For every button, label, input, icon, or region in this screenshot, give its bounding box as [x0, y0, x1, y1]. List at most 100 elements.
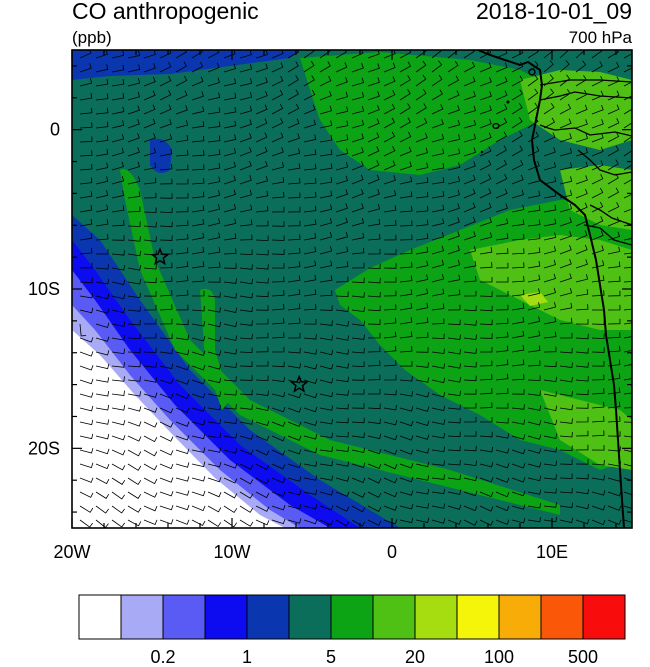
wind-barb [463, 188, 476, 199]
wind-barb [447, 259, 461, 269]
wind-barb [319, 204, 333, 213]
wind-barb [591, 245, 604, 255]
wind-barb [447, 519, 462, 525]
wind-barb [367, 248, 381, 255]
wind-barb [207, 336, 222, 342]
wind-barb [623, 336, 632, 339]
wind-barb [575, 230, 588, 241]
wind-barb [143, 76, 156, 87]
wind-barb [383, 463, 398, 470]
wind-barb [223, 307, 238, 313]
wind-barb [511, 419, 526, 425]
wind-barb [207, 461, 222, 468]
wind-barb [511, 374, 525, 381]
wind-barb [591, 347, 605, 353]
wind-barb [367, 91, 380, 101]
wind-barb [159, 262, 173, 269]
wind-barb [479, 146, 492, 157]
wind-barb [495, 131, 508, 143]
wind-barb [511, 330, 525, 339]
wind-barb [511, 131, 523, 143]
wind-barb [223, 120, 237, 129]
wind-barb [207, 277, 221, 283]
wind-barb [223, 106, 237, 115]
wind-barb [415, 246, 429, 255]
wind-barb [191, 178, 205, 185]
wind-barb [367, 418, 381, 425]
wind-barb [303, 274, 317, 283]
wind-barb [623, 491, 632, 496]
wind-barb [367, 63, 380, 73]
wind-barb [223, 92, 237, 101]
wind-barb [319, 163, 333, 171]
wind-barb [351, 417, 365, 424]
wind-barb [303, 219, 317, 227]
wind-barb [511, 189, 524, 199]
wind-barb [447, 474, 461, 481]
wind-barb [383, 76, 396, 87]
wind-barb [207, 491, 222, 498]
wind-barb [175, 304, 189, 311]
wind-barb [399, 463, 414, 469]
wind-barb [351, 277, 365, 284]
wind-barb [111, 79, 125, 87]
wind-barb [511, 117, 523, 129]
wind-barb [207, 135, 221, 143]
wind-barb [191, 505, 206, 512]
wind-barb [351, 292, 365, 298]
wind-barb [335, 246, 349, 255]
wind-barb [367, 218, 381, 227]
wind-barb [271, 76, 284, 87]
wind-barb [511, 316, 525, 325]
wind-barb [415, 205, 429, 213]
wind-barb [335, 306, 349, 312]
wind-barb [111, 265, 126, 271]
wind-barb [191, 350, 206, 356]
wind-barb [159, 148, 173, 157]
wind-barb [111, 175, 125, 185]
wind-barb [111, 491, 126, 500]
wind-barb [223, 335, 238, 341]
wind-barb [543, 60, 554, 73]
wind-barb [255, 104, 268, 115]
wind-barb [447, 189, 460, 199]
wind-barb [159, 504, 174, 511]
wind-barb [431, 446, 445, 453]
wind-barb [111, 519, 126, 528]
wind-barb [575, 289, 589, 297]
wind-barb [335, 134, 349, 143]
wind-barb [175, 490, 190, 496]
wind-barb [239, 133, 252, 143]
wind-barb [335, 476, 350, 482]
wind-barb [399, 346, 413, 353]
wind-barb [335, 261, 349, 269]
wind-barb [623, 505, 632, 510]
wind-barb [191, 290, 205, 297]
wind-barb [111, 376, 125, 382]
wind-barb [351, 174, 364, 185]
wind-barb [623, 53, 632, 59]
wind-barb [207, 391, 222, 397]
wind-barb [256, 361, 269, 367]
wind-barb [143, 222, 157, 228]
wind-barb [447, 334, 461, 340]
wind-barb [480, 347, 493, 353]
wind-barb [543, 245, 557, 255]
wind-barb [239, 219, 253, 227]
wind-barb [287, 163, 301, 171]
wind-barb [591, 490, 606, 496]
wind-barb [607, 491, 622, 497]
wind-barb [335, 491, 350, 497]
wind-barb [143, 63, 156, 73]
units-label: (ppb) [72, 28, 112, 47]
wind-barb [175, 462, 190, 468]
wind-barb [191, 364, 206, 371]
wind-barb [159, 90, 172, 101]
wind-barb [287, 449, 302, 455]
wind-barb [399, 206, 413, 213]
wind-barb [175, 135, 189, 143]
wind-barb [559, 203, 572, 213]
wind-barb [543, 259, 556, 269]
wind-barb [351, 203, 364, 213]
wind-barb [527, 316, 541, 325]
